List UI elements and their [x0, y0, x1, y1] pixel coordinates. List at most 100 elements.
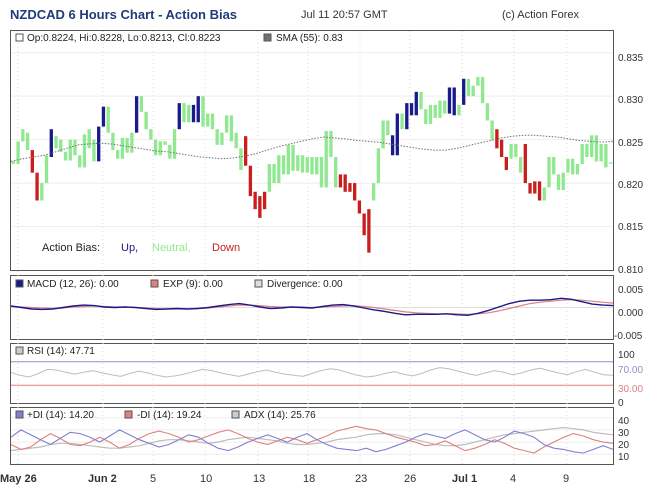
- price-bar: [371, 183, 376, 201]
- price-bar: [82, 134, 87, 168]
- price-bar: [476, 77, 480, 86]
- price-bar: [158, 141, 162, 156]
- price-bar: [220, 132, 224, 145]
- bias-legend-title: Action Bias:: [42, 242, 100, 254]
- price-bar: [300, 155, 305, 173]
- price-bar: [201, 96, 205, 127]
- x-label-may26: May 26: [0, 473, 37, 485]
- bias-legend-neutral: Neutral,: [152, 242, 191, 254]
- chart-header: NZDCAD 6 Hours Chart - Action Bias Jul 1…: [0, 0, 650, 30]
- price-bar: [296, 155, 300, 171]
- mdi-line: [10, 425, 614, 454]
- price-bar: [362, 213, 366, 236]
- price-bar: [433, 104, 437, 118]
- price-bar: [334, 157, 338, 188]
- pdi-legend-label: +DI (14): 14.20: [27, 410, 94, 421]
- price-bar: [495, 129, 499, 149]
- dmi-y-axis: 40 30 20 10: [618, 416, 630, 463]
- price-bar: [462, 78, 466, 105]
- price-bar: [262, 191, 267, 210]
- x-label-9: 9: [563, 473, 569, 485]
- rsi-tick-100: 100: [618, 350, 635, 361]
- rsi-legend-label: RSI (14): 47.71: [27, 346, 95, 357]
- price-bar: [248, 165, 253, 197]
- price-bar: [452, 87, 456, 116]
- price-bar: [547, 157, 551, 188]
- price-bar: [395, 113, 399, 156]
- price-bar: [428, 104, 433, 124]
- price-bar: [139, 96, 144, 112]
- chart-title: NZDCAD 6 Hours Chart - Action Bias: [10, 7, 238, 22]
- price-bar: [466, 78, 471, 97]
- price-bar: [253, 191, 257, 210]
- price-bar: [267, 163, 271, 192]
- price-bar: [182, 103, 186, 123]
- price-bar: [390, 135, 395, 156]
- macd-legend-swatch: [15, 279, 24, 288]
- price-bar: [149, 129, 153, 140]
- price-bar: [101, 106, 106, 127]
- price-bar: [229, 115, 234, 142]
- price-bar: [585, 143, 589, 158]
- price-bar: [367, 209, 371, 253]
- price-bar: [556, 174, 561, 191]
- price-bar: [438, 100, 442, 118]
- price-bar: [49, 129, 53, 158]
- price-y-axis: 0.835 0.830 0.825 0.820 0.815 0.810: [618, 53, 643, 276]
- price-bar: [528, 183, 532, 194]
- price-bar: [447, 87, 452, 114]
- price-bar: [272, 163, 276, 184]
- x-label-26: 26: [404, 473, 416, 485]
- price-bar: [319, 157, 324, 188]
- price-bar: [11, 161, 16, 164]
- ohlc-legend-swatch: [15, 33, 24, 42]
- price-bar: [21, 129, 25, 142]
- dmi-tick-20: 20: [618, 440, 630, 451]
- price-bar: [187, 104, 191, 123]
- price-panel-frame: [10, 30, 614, 271]
- price-bar: [177, 103, 181, 130]
- price-bar: [153, 139, 158, 156]
- chart-timestamp: Jul 11 20:57 GMT: [301, 9, 388, 21]
- mdi-legend-swatch: [124, 410, 133, 419]
- mdi-legend-label: -DI (14): 19.24: [137, 410, 202, 421]
- price-bar: [580, 143, 584, 164]
- price-bar: [599, 143, 603, 162]
- price-bar: [338, 174, 343, 188]
- price-bar: [523, 143, 527, 184]
- price-bar: [172, 129, 177, 159]
- price-bar: [594, 135, 599, 162]
- price-bar: [353, 183, 357, 201]
- macd-legend-label: MACD (12, 26): 0.00: [27, 279, 119, 290]
- x-label-23: 23: [355, 473, 367, 485]
- price-bar: [239, 148, 243, 171]
- price-bar: [97, 126, 101, 162]
- price-bar: [310, 157, 314, 175]
- price-bar: [163, 141, 167, 145]
- price-bar: [604, 143, 608, 168]
- rsi-y-axis: 100 70.00 30.00 0: [618, 350, 643, 409]
- price-bar: [424, 109, 428, 124]
- divergence-legend-swatch: [254, 279, 263, 288]
- price-bar: [561, 172, 565, 191]
- price-bar: [504, 157, 509, 171]
- price-bar: [68, 139, 72, 161]
- rsi-tick-70: 70.00: [618, 365, 643, 376]
- price-bar: [571, 158, 575, 175]
- price-gridlines: [11, 52, 613, 228]
- price-bar: [419, 91, 423, 110]
- price-bar: [414, 91, 418, 116]
- price-bar: [566, 158, 570, 173]
- macd-tick-neg: -0.005: [614, 331, 643, 342]
- price-bar: [125, 137, 129, 153]
- price-tick-0810: 0.810: [618, 265, 643, 276]
- macd-tick-zero: 0.000: [618, 308, 643, 319]
- macd-series: [10, 297, 614, 317]
- price-bar: [305, 157, 309, 173]
- price-bar: [343, 174, 347, 192]
- price-bar: [329, 130, 333, 158]
- price-bar: [44, 155, 49, 184]
- price-bar: [258, 196, 262, 218]
- price-bar: [590, 135, 594, 158]
